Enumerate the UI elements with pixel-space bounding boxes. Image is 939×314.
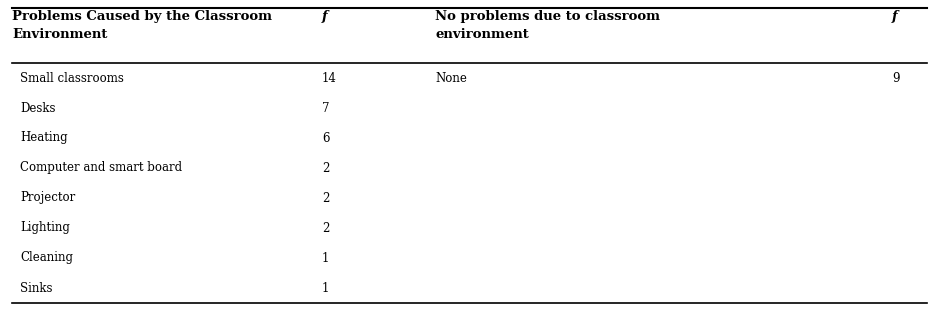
Text: Small classrooms: Small classrooms [20,72,124,84]
Text: 2: 2 [322,192,330,204]
Text: 2: 2 [322,221,330,235]
Text: No problems due to classroom: No problems due to classroom [435,10,660,23]
Text: environment: environment [435,28,529,41]
Text: Cleaning: Cleaning [20,252,73,264]
Text: 1: 1 [322,281,330,295]
Text: 14: 14 [322,72,337,84]
Text: 2: 2 [322,161,330,175]
Text: f: f [892,10,898,23]
Text: Lighting: Lighting [20,221,69,235]
Text: 6: 6 [322,132,330,144]
Text: Computer and smart board: Computer and smart board [20,161,182,175]
Text: f: f [322,10,328,23]
Text: 1: 1 [322,252,330,264]
Text: Heating: Heating [20,132,68,144]
Text: None: None [435,72,467,84]
Text: Projector: Projector [20,192,75,204]
Text: Desks: Desks [20,101,55,115]
Text: Sinks: Sinks [20,281,53,295]
Text: Problems Caused by the Classroom: Problems Caused by the Classroom [12,10,272,23]
Text: 7: 7 [322,101,330,115]
Text: 9: 9 [892,72,900,84]
Text: Environment: Environment [12,28,107,41]
